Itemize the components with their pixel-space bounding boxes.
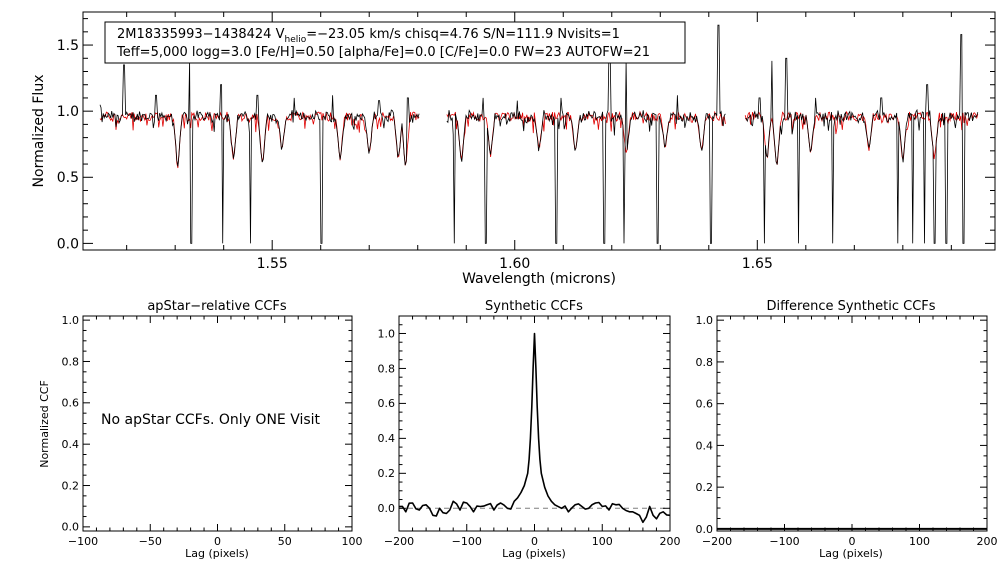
y-tick-label: 0.6 — [378, 397, 396, 410]
x-tick-label: −100 — [452, 535, 482, 548]
header-box-frame — [104, 21, 686, 64]
x-tick-label: 200 — [977, 535, 998, 548]
observed-spectrum-line — [745, 34, 979, 244]
x-tick-label: 1.65 — [742, 256, 773, 272]
x-tick-label: −200 — [702, 535, 732, 548]
observed-spectrum-line — [99, 60, 420, 244]
x-tick-label: 0 — [214, 535, 221, 548]
y-tick-label: 1.0 — [57, 104, 79, 120]
x-tick-label: −100 — [68, 535, 98, 548]
spectrum-y-label: Normalized Flux — [31, 75, 47, 188]
x-tick-label: 50 — [278, 535, 292, 548]
y-tick-label: 0.4 — [62, 438, 80, 451]
ccf-synthetic-panel: Synthetic CCFs −200 −100 0 100 200 0.0 0.2 0.4 0… — [378, 299, 681, 560]
y-tick-label: 0.8 — [378, 362, 396, 375]
y-tick-label: 1.0 — [378, 327, 396, 340]
y-tick-label: 0.4 — [696, 439, 714, 452]
observed-spectrum-line — [446, 24, 726, 244]
spectrum-ticks: 1.55 1.60 1.65 0.0 0.5 1.0 1.5 — [57, 12, 995, 272]
y-tick-label: 0.5 — [57, 170, 79, 186]
header-star-id: 2M18335993−1438424 V — [117, 27, 285, 42]
ccf-apstar-y-label: Normalized CCF — [38, 380, 51, 468]
no-ccf-message: No apStar CCFs. Only ONE Visit — [101, 412, 321, 428]
y-tick-label: 0.2 — [62, 479, 80, 492]
y-tick-label: 0.0 — [57, 236, 79, 252]
observed-spectrum-series — [99, 24, 979, 244]
x-tick-label: 0 — [531, 535, 538, 548]
spectrum-x-label: Wavelength (microns) — [462, 271, 616, 287]
x-tick-label: −200 — [384, 535, 414, 548]
y-tick-label: 1.5 — [57, 38, 79, 54]
y-tick-label: 0.8 — [62, 355, 80, 368]
x-tick-label: 0 — [849, 535, 856, 548]
y-tick-label: 1.0 — [696, 314, 714, 327]
y-tick-label: 0.8 — [696, 356, 714, 369]
ccf-difference-frame — [716, 315, 988, 532]
y-tick-label: 1.0 — [62, 314, 80, 327]
spectrum-panel: 1.55 1.60 1.65 0.0 0.5 1.0 1.5 Wavelength (mic… — [31, 11, 996, 287]
x-tick-label: 200 — [660, 535, 681, 548]
header-line-1: 2M18335993−1438424 Vhelio=−23.05 km/s ch… — [117, 27, 620, 45]
y-tick-label: 0.6 — [62, 397, 80, 410]
ccf-apstar-panel: apStar−relative CCFs −100 −50 0 50 100 0.0 0.2… — [38, 299, 363, 560]
header-stats: =−23.05 km/s chisq=4.76 S/N=111.9 Nvisit… — [306, 27, 620, 42]
x-tick-label: 100 — [592, 535, 613, 548]
ccf-synthetic-series — [398, 332, 671, 524]
y-tick-label: 0.2 — [696, 481, 714, 494]
ccf-difference-ticks: −200 −100 0 100 200 0.0 0.2 0.4 0.6 0.8 1.0 — [696, 314, 998, 548]
ccf-apstar-x-label: Lag (pixels) — [185, 547, 249, 560]
model-spectrum-series — [99, 110, 979, 169]
x-tick-label: 100 — [909, 535, 930, 548]
x-tick-label: −50 — [139, 535, 162, 548]
ccf-apstar-ticks: −100 −50 0 50 100 0.0 0.2 0.4 0.6 0.8 1.0 — [62, 314, 363, 548]
ccf-difference-x-label: Lag (pixels) — [819, 547, 883, 560]
y-tick-label: 0.0 — [696, 523, 714, 536]
x-tick-label: 1.60 — [499, 256, 530, 272]
ccf-synthetic-title: Synthetic CCFs — [485, 299, 583, 314]
y-tick-label: 0.2 — [378, 467, 396, 480]
ccf-synthetic-x-label: Lag (pixels) — [502, 547, 566, 560]
y-tick-label: 0.0 — [62, 521, 80, 534]
x-tick-label: 1.55 — [257, 256, 288, 272]
ccf-difference-title: Difference Synthetic CCFs — [766, 299, 935, 314]
spectrum-frame — [82, 11, 996, 251]
ccf-difference-panel: Difference Synthetic CCFs −200 −100 0 100 20… — [696, 299, 998, 560]
header-vhelio-sub: helio — [284, 35, 306, 45]
header-box: 2M18335993−1438424 Vhelio=−23.05 km/s ch… — [104, 21, 686, 64]
x-tick-label: −100 — [769, 535, 799, 548]
ccf-apstar-title: apStar−relative CCFs — [147, 299, 287, 314]
ccf-synthetic-ticks: −200 −100 0 100 200 0.0 0.2 0.4 0.6 0.8 1.0 — [378, 316, 681, 548]
y-tick-label: 0.6 — [696, 398, 714, 411]
header-line-2: Teff=5,000 logg=3.0 [Fe/H]=0.50 [alpha/F… — [116, 45, 650, 60]
y-tick-label: 0.0 — [378, 502, 396, 515]
x-tick-label: 100 — [342, 535, 363, 548]
y-tick-label: 0.4 — [378, 432, 396, 445]
